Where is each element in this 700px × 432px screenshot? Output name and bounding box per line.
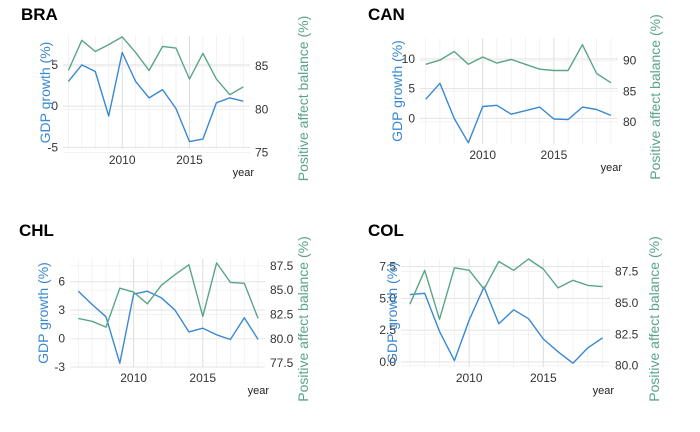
y-tick-label-right: 85.0 — [615, 296, 639, 310]
y-tick-label-right: 85.0 — [270, 283, 294, 297]
series-line-positive-affect — [425, 44, 612, 84]
y-axis-label-right: Positive affect balance (%) — [295, 16, 311, 182]
y-tick-label-left: 6 — [58, 275, 65, 289]
y-tick-label-right: 80.0 — [615, 359, 639, 373]
y-axis-label-right: Positive affect balance (%) — [647, 14, 663, 180]
y-tick-label-right: 80 — [623, 115, 637, 129]
panel-title: CAN — [368, 5, 405, 24]
y-tick-label-right: 77.5 — [270, 356, 294, 370]
y-tick-label-right: 85 — [255, 59, 269, 73]
y-tick-label-left: 2.5 — [379, 323, 396, 337]
panel-title: COL — [368, 221, 404, 240]
grid — [420, 38, 618, 144]
series-line-gdp-growth — [67, 51, 244, 143]
grid — [401, 259, 610, 367]
y-tick-label-right: 90 — [623, 54, 637, 68]
y-tick-label-left: 5 — [408, 82, 415, 96]
y-tick-label-left: -3 — [54, 360, 65, 374]
y-tick-label-right: 80.0 — [270, 332, 294, 346]
x-tick-label: 2015 — [530, 371, 557, 385]
panel-col: COL 0.0 2.5 5.0 7.5 80.0 82.5 85.0 87.5 2010 2015 y… — [368, 221, 662, 402]
x-axis-label: year — [233, 167, 255, 179]
y-tick-label-left: 0 — [51, 99, 58, 113]
y-tick-label-right: 82.5 — [615, 327, 639, 341]
grid — [70, 259, 265, 368]
y-tick-label-left: -5 — [47, 140, 58, 154]
y-axis-label-left: GDP growth (%) — [37, 42, 53, 144]
series-line-positive-affect — [67, 36, 244, 96]
y-axis-label-right: Positive affect balance (%) — [646, 236, 662, 402]
x-axis-label: year — [593, 385, 615, 397]
panel-bra: BRA -5 0 5 75 80 85 2010 2015 year GDP growth (%) P… — [21, 5, 311, 181]
series-line-gdp-growth — [77, 290, 259, 364]
y-tick-label-left: 10 — [402, 52, 416, 66]
series-line-gdp-growth — [409, 286, 603, 364]
series-line-gdp-growth — [425, 82, 612, 144]
x-tick-label: 2015 — [189, 371, 216, 385]
y-tick-label-left: 0 — [58, 332, 65, 346]
y-tick-label-right: 85 — [623, 84, 637, 98]
y-tick-label-right: 82.5 — [270, 307, 294, 321]
y-tick-label-left: 5.0 — [379, 291, 396, 305]
y-tick-label-left: 0 — [408, 111, 415, 125]
y-axis-label-right: Positive affect balance (%) — [295, 236, 311, 402]
y-axis-label-left: GDP growth (%) — [35, 262, 51, 364]
x-tick-label: 2010 — [109, 153, 136, 167]
y-axis-label-left: GDP growth (%) — [389, 40, 405, 142]
y-tick-label-right: 87.5 — [270, 259, 294, 273]
y-tick-label-right: 87.5 — [615, 265, 639, 279]
x-tick-label: 2010 — [469, 148, 496, 162]
x-tick-label: 2015 — [541, 148, 568, 162]
y-tick-label-left: 0.0 — [379, 355, 396, 369]
x-axis-label: year — [601, 162, 623, 174]
series-line-positive-affect — [78, 262, 259, 328]
y-tick-label-left: 7.5 — [379, 260, 396, 274]
y-axis-label-left: GDP growth (%) — [384, 262, 400, 364]
y-tick-label-right: 80 — [255, 102, 269, 116]
panel-title: BRA — [21, 5, 58, 24]
y-tick-label-left: 5 — [51, 58, 58, 72]
series-line-positive-affect — [409, 258, 603, 320]
x-tick-label: 2010 — [120, 371, 147, 385]
panel-title: CHL — [19, 221, 54, 240]
y-tick-label-right: 75 — [255, 145, 269, 159]
x-tick-label: 2010 — [456, 371, 483, 385]
panel-can: CAN 0 5 10 80 85 90 2010 2015 year GDP growth (%) P… — [368, 5, 663, 180]
y-tick-label-left: 3 — [58, 303, 65, 317]
x-axis-label: year — [248, 385, 270, 397]
x-tick-label: 2015 — [176, 153, 203, 167]
grid — [63, 36, 250, 153]
panel-chl: CHL -3 0 3 6 77.5 80.0 82.5 85.0 87.5 2010 2015 year… — [19, 221, 311, 402]
